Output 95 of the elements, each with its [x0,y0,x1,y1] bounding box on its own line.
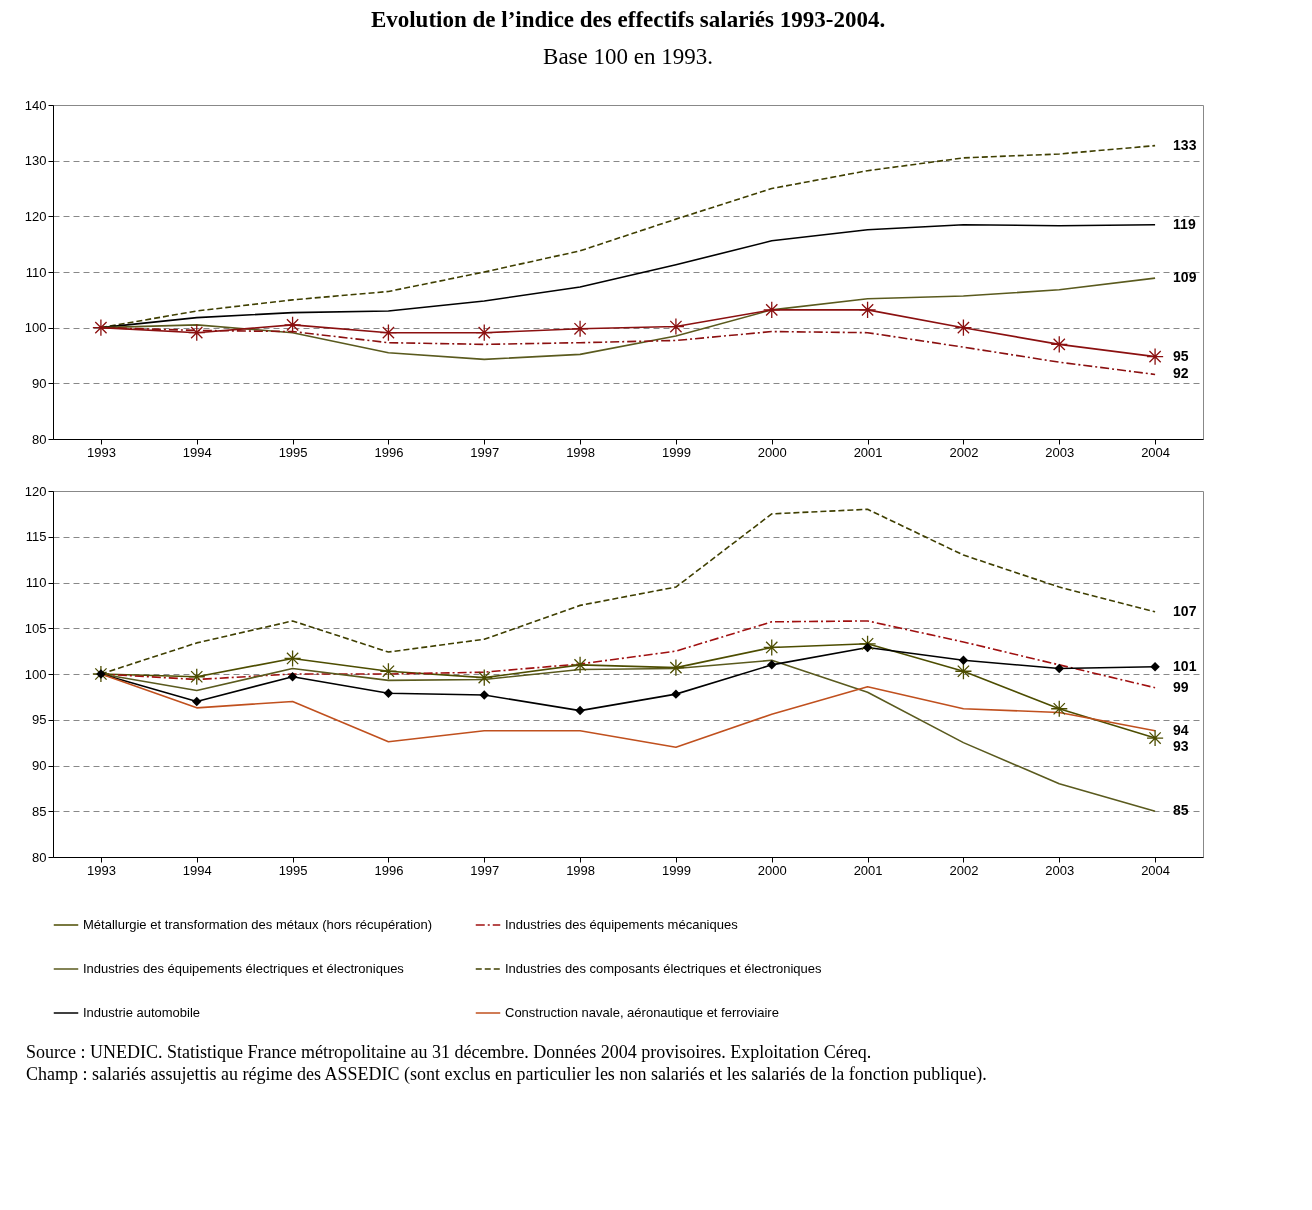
legend-label: Industries des équipements électriques et électroniques [83,961,405,976]
x-tick-label: 1997 [470,862,500,878]
x-tick-label: 2004 [1141,862,1171,878]
x-tick-label: 1994 [182,862,212,878]
y-tick-label: 115 [25,529,47,545]
point [571,656,589,674]
point [1050,700,1068,718]
point [571,320,589,338]
point [667,317,685,336]
point [763,638,781,657]
data-label: 109 [1173,269,1197,286]
point [954,318,973,337]
x-tick-label: 2000 [757,862,787,878]
point [1054,663,1064,674]
point [1050,335,1068,354]
y-tick-label: 110 [25,264,47,280]
y-tick-label: 85 [32,803,47,819]
point [862,642,873,653]
x-tick-label: 2003 [1045,444,1075,460]
point [475,668,493,687]
x-tick-label: 1993 [86,862,116,878]
data-label: 93 [1173,737,1189,754]
data-label: 101 [1173,657,1197,674]
chart-title: Evolution de l’indice des effectifs salariés 1993-2004. [370,7,886,32]
point [763,301,781,319]
point [192,696,202,707]
x-tick-label: 1996 [374,444,404,460]
y-tick-label: 80 [32,849,47,865]
legend-label: Métallurgie et transformation des métaux (hors récupération) [83,917,432,932]
data-label: 92 [1173,365,1189,382]
legend-label: Industries des composants électriques et électroniques [505,961,823,976]
y-tick-label: 100 [24,320,47,336]
text: Champ : salariés assujettis au régime des ASSEDIC (sont exclus en particulier les non salariés et les salariés de la fonction publique). [26,1063,988,1085]
x-tick-label: 2002 [949,862,979,878]
point [1146,729,1164,747]
data-label: 119 [1173,215,1196,232]
x-tick-label: 1993 [86,444,116,460]
y-tick-label: 110 [25,575,47,590]
y-tick-label: 105 [24,620,47,636]
point [379,323,398,342]
x-tick-label: 1998 [566,444,596,460]
data-label: 133 [1173,136,1197,153]
x-tick-label: 2004 [1141,444,1171,460]
point [958,655,969,666]
point [1150,661,1160,672]
x-tick-label: 1996 [374,862,404,878]
data-label: 99 [1173,678,1189,695]
y-tick-label: 90 [32,758,47,773]
legend-label: Construction navale, aéronautique et ferroviaire [505,1005,779,1020]
x-tick-label: 2003 [1045,862,1075,878]
y-tick-label: 90 [32,375,47,391]
point [479,690,489,700]
data-label: 85 [1173,802,1189,819]
legend-label: Industries des équipements mécaniques [505,917,739,932]
data-label: 94 [1173,721,1189,738]
point [858,635,877,653]
x-tick-label: 1999 [661,862,691,878]
line-series [100,144,1156,329]
x-tick-label: 2001 [853,862,883,878]
y-tick-label: 120 [24,483,47,499]
y-tick-label: 95 [32,712,47,728]
x-tick-label: 2002 [949,444,979,460]
x-tick-label: 2000 [757,444,787,460]
point [188,323,206,342]
x-tick-label: 2001 [853,444,883,460]
point [283,649,302,668]
x-tick-label: 1997 [470,444,500,460]
legend-label: Industrie automobile [83,1005,201,1020]
source-note: Source : UNEDIC. Statistique France métropolitaine au 31 décembre. Données 2004 provisoires. Exploitation Céreq. [26,1041,873,1063]
point [287,672,298,682]
point [92,665,110,683]
x-tick-label: 1995 [278,444,308,460]
point [475,323,493,342]
point [858,301,877,319]
point [575,705,585,716]
chart-subtitle: Base 100 en 1993. [543,44,713,69]
x-tick-label: 1998 [566,862,596,878]
point [954,662,973,680]
point [383,688,394,698]
x-tick-label: 1994 [182,444,212,460]
y-tick-label: 130 [24,153,47,169]
y-tick-label: 120 [24,208,47,224]
data-label: 95 [1173,347,1189,364]
point [283,316,302,334]
y-tick-label: 140 [24,97,47,113]
point [767,660,777,670]
point [188,668,206,686]
x-tick-label: 1999 [661,444,691,460]
y-tick-label: 80 [32,431,47,447]
point [1146,347,1164,366]
point [379,662,398,680]
data-label: 107 [1173,602,1197,619]
y-tick-label: 100 [24,666,47,682]
x-tick-label: 1995 [278,862,308,878]
point [667,658,685,677]
